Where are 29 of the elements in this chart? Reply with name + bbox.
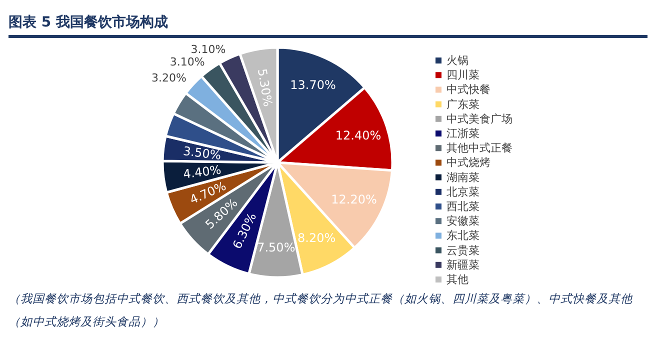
legend-label: 中式美食广场 [446,112,512,126]
legend-label: 其他中式正餐 [446,142,512,155]
data-label: 3.20% [151,72,186,85]
data-label: 5.30% [254,68,275,108]
legend-label: 北京菜 [446,185,480,198]
legend-label: 火锅 [446,54,468,67]
legend-label: 江浙菜 [446,127,480,140]
legend-label: 四川菜 [446,68,480,82]
legend-label: 安徽菜 [446,214,480,228]
legend-label: 东北菜 [446,229,480,242]
data-label: 3.10% [170,55,205,68]
data-label: 7.50% [257,240,296,255]
legend-label: 中式烧烤 [446,156,490,170]
data-label: 3.10% [190,43,226,56]
chart-title: 图表 5 我国餐饮市场构成 [8,14,168,30]
legend-label: 广东菜 [446,98,480,111]
data-label: 4.40% [182,162,222,182]
data-label: 13.70% [290,78,336,92]
legend-label: 西北菜 [446,200,480,213]
legend-label: 湖南菜 [446,170,480,184]
data-label: 12.40% [335,128,382,143]
text: （我国餐饮市场包括中式餐饮、西式餐饮及其他，中式餐饮分为中式正餐（如火锅、四川菜及粤菜）、中式快餐及其他（如中式烧烤及街头食品）） [8,292,634,328]
data-label: 12.20% [331,192,377,207]
legend-label: 云贵菜 [446,244,480,257]
legend-label: 其他 [446,273,468,286]
data-label: 8.20% [298,231,336,246]
data-label: 3.50% [182,144,222,162]
legend-label: 中式快餐 [446,83,490,96]
legend-label: 新疆菜 [446,258,480,272]
